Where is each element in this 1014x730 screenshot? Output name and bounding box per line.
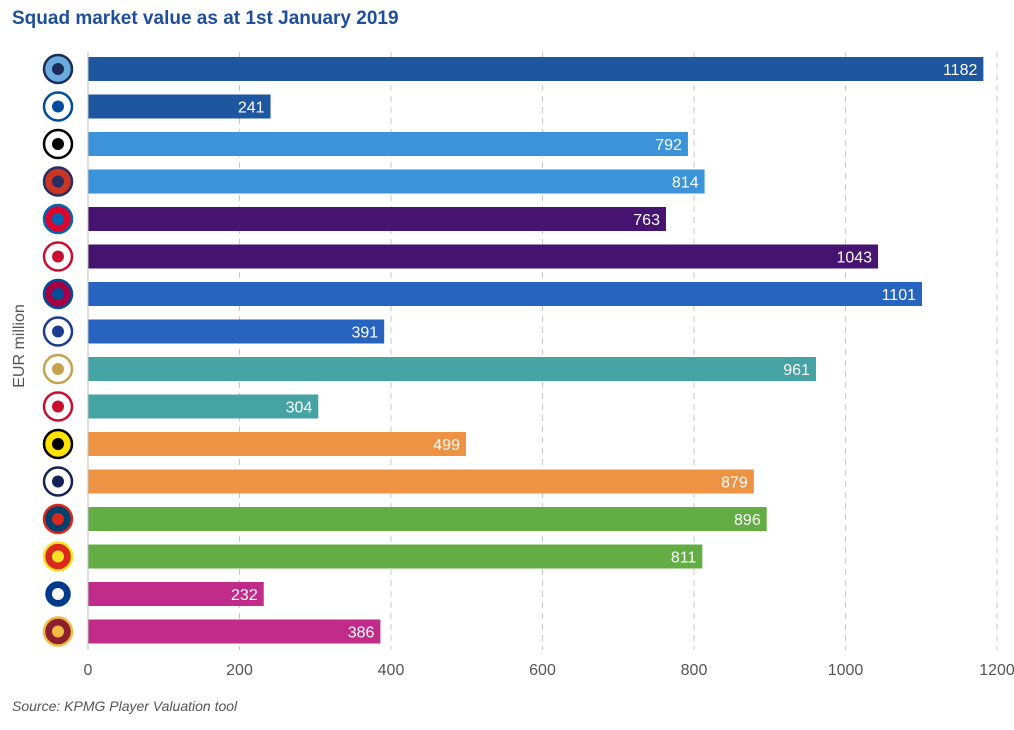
bars: 1182 241 792 814 763 1043 1101 391 961 304 499 879 8… (88, 57, 984, 644)
crest-center (52, 588, 64, 600)
schalke-crest (42, 91, 74, 122)
crest-center (52, 438, 64, 450)
liverpool-crest (42, 241, 74, 272)
bar (88, 207, 666, 231)
bar (88, 394, 319, 419)
bar (88, 619, 381, 644)
bar-value-label: 232 (231, 587, 258, 604)
bayern-munich-crest (42, 203, 74, 235)
x-tick-label: 200 (226, 662, 253, 679)
bar (88, 582, 264, 606)
bar (88, 432, 466, 456)
bar-value-label: 1182 (943, 62, 978, 79)
bar-value-label: 896 (734, 512, 761, 529)
porto-crest (42, 578, 74, 610)
bar-value-label: 763 (633, 212, 660, 229)
bar (88, 169, 705, 194)
x-tick-label: 1000 (828, 662, 864, 679)
bar (88, 319, 385, 344)
barcelona-crest (42, 278, 74, 310)
bar-value-label: 241 (238, 100, 265, 117)
bar-value-label: 961 (783, 362, 810, 379)
chart-title: Squad market value as at 1st January 201… (12, 8, 399, 29)
crest-center (52, 550, 64, 563)
crest-center (52, 325, 64, 338)
lyon-crest (42, 316, 74, 347)
bar (88, 469, 754, 494)
manchester-city-crest (42, 53, 74, 85)
bar (88, 244, 879, 269)
bar-value-label: 304 (286, 400, 313, 417)
crest-center (52, 363, 64, 375)
bar-value-label: 811 (671, 550, 697, 567)
bar-value-label: 391 (351, 325, 378, 342)
bar-value-label: 879 (721, 475, 748, 492)
bar (88, 94, 271, 119)
bar (88, 507, 767, 531)
x-tick-label: 400 (378, 662, 405, 679)
bar-value-label: 499 (433, 437, 460, 454)
psg-crest (42, 503, 74, 535)
real-madrid-crest (42, 353, 74, 385)
x-tick-label: 1200 (979, 662, 1014, 679)
bar-chart: 1182 241 792 814 763 1043 1101 391 961 304 499 879 8… (11, 52, 1014, 679)
x-tick-label: 600 (529, 662, 556, 679)
team-crests (42, 53, 74, 647)
crest-center (52, 213, 64, 225)
bar-value-label: 792 (655, 137, 682, 154)
bar (88, 57, 984, 81)
bar-value-label: 1043 (836, 250, 872, 267)
source-note: Source: KPMG Player Valuation tool (12, 698, 238, 714)
crest-center (52, 100, 64, 113)
crest-center (52, 63, 64, 75)
tottenham-crest (42, 466, 74, 497)
x-axis-ticks: 0 200 400 600 800 1000 1200 (84, 662, 1014, 679)
manchester-united-crest (42, 541, 74, 572)
x-tick-label: 800 (681, 662, 708, 679)
crest-center (52, 475, 64, 488)
crest-center (52, 288, 64, 300)
crest-center (52, 250, 64, 263)
y-axis-label: EUR million (11, 304, 28, 388)
bar-value-label: 386 (348, 625, 375, 642)
dortmund-crest (42, 428, 74, 460)
bar (88, 357, 816, 381)
bar (88, 544, 703, 569)
roma-crest (42, 616, 74, 647)
atletico-madrid-crest (42, 166, 74, 197)
crest-center (52, 513, 64, 525)
x-tick-label: 0 (84, 662, 93, 679)
crest-center (52, 400, 64, 413)
bar (88, 132, 688, 156)
ajax-crest (42, 391, 74, 422)
bar (88, 282, 923, 306)
bar-value-label: 814 (672, 175, 699, 192)
crest-center (52, 625, 64, 638)
crest-center (52, 138, 64, 150)
juventus-crest (42, 128, 74, 160)
crest-center (52, 175, 64, 188)
bar-value-label: 1101 (882, 287, 917, 304)
